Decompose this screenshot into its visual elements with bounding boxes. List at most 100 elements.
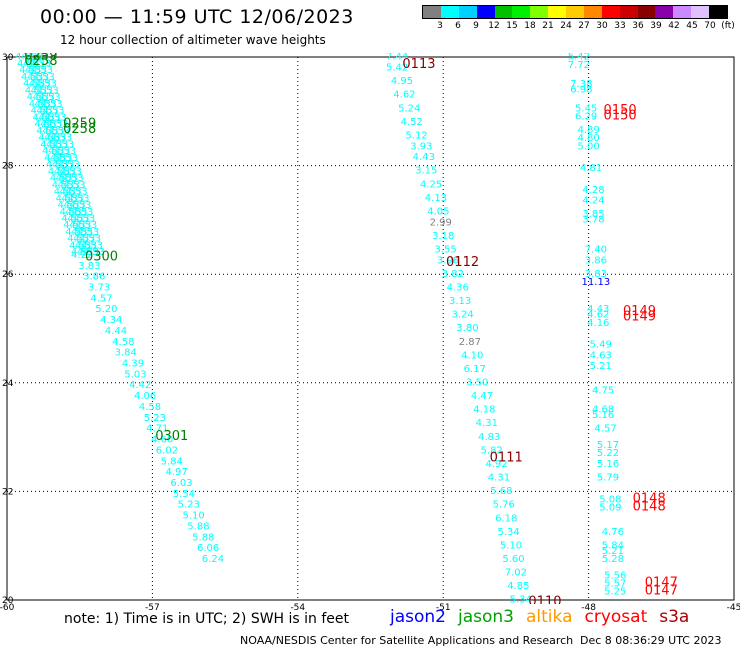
dense-track-label: 4.53: [79, 234, 101, 245]
dense-track-label: 4.53: [15, 52, 37, 63]
swh-value-label: 4.05: [427, 206, 449, 217]
dense-track-label: 4.53: [65, 187, 87, 198]
swh-value-label: 5.45: [575, 103, 597, 114]
colorbar-label: 30: [596, 21, 608, 31]
pass-time-label: 0150: [604, 108, 637, 123]
dense-track-label: 4.53: [56, 173, 78, 184]
dense-track-label: 4.53: [21, 72, 43, 83]
dense-track-label: 4.53: [71, 207, 93, 218]
pass-time-label: 0259: [63, 117, 96, 132]
colorbar-label: 9: [473, 21, 479, 31]
dense-track-label: 4.53: [67, 213, 89, 224]
dense-track-label: 4.53: [27, 72, 49, 83]
swh-value-label: 5.03: [124, 369, 146, 380]
dense-track-label: 4.53: [73, 213, 95, 224]
x-tick-label: -48: [581, 603, 596, 613]
colorbar-swatch: [601, 6, 620, 18]
pass-time-label: 0149: [623, 304, 656, 319]
dense-track-label: 4.53: [23, 79, 45, 90]
swh-value-label: 6.98: [570, 84, 592, 95]
swh-value-label: 4.75: [592, 386, 614, 397]
dense-track-label: 4.53: [54, 187, 76, 198]
dense-track-label: 4.53: [33, 112, 55, 123]
swh-value-label: 4.62: [393, 90, 415, 101]
swh-value-label: 5.20: [95, 304, 117, 315]
colorbar-swatch: [691, 6, 709, 18]
swh-value-label: 4.71: [146, 424, 168, 435]
x-tick-label: -60: [0, 603, 15, 613]
swh-value-label: 3.13: [449, 296, 471, 307]
swh-value-label: 6.03: [170, 478, 192, 489]
swh-value-label: 5.34: [497, 527, 519, 538]
pass-time-label: 0300: [85, 250, 118, 265]
swh-value-label: 4.80: [577, 133, 599, 144]
colorbar-swatch: [709, 6, 727, 18]
dense-track-label: 4.53: [21, 52, 43, 63]
swh-value-label: 3.15: [415, 166, 437, 177]
dense-track-label: 4.53: [50, 153, 72, 164]
dense-track-label: 4.53: [36, 106, 58, 117]
dense-track-label: 4.53: [44, 133, 66, 144]
swh-value-label: 5.82: [481, 445, 503, 456]
dense-track-label: 4.53: [63, 220, 85, 231]
swh-value-label: 5.21: [590, 361, 612, 372]
dense-track-label: 4.53: [81, 240, 103, 251]
dense-track-label: 4.53: [83, 247, 105, 258]
dense-track-label: 4.53: [34, 119, 56, 130]
dense-track-label: 4.53: [54, 166, 76, 177]
swh-value-label: 5.57: [604, 578, 626, 589]
swh-value-label: 3.18: [432, 231, 454, 242]
footer-note: note: 1) Time is in UTC; 2) SWH is in fe…: [64, 611, 350, 627]
y-tick-label: 28: [2, 162, 14, 172]
swh-value-label: 4.28: [582, 185, 604, 196]
pass-time-label: 0111: [490, 451, 523, 466]
dense-track-label: 4.53: [63, 180, 85, 191]
swh-value-label: 4.62: [587, 310, 609, 321]
swh-value-label: 6.29: [575, 111, 597, 122]
swh-value-label: 5.60: [502, 554, 524, 565]
colorbar-swatch: [566, 6, 584, 18]
colorbar-swatch: [673, 6, 692, 18]
colorbar-label: 21: [542, 21, 554, 31]
x-tick-label: -45: [727, 603, 740, 613]
dense-track-label: 4.53: [40, 99, 62, 110]
swh-value-label: 6.18: [495, 513, 517, 524]
swh-value-label: 5.28: [602, 554, 624, 565]
swh-value-label: 4.52: [401, 117, 423, 128]
dense-track-label: 4.53: [58, 200, 80, 211]
swh-value-label: 5.10: [500, 540, 522, 551]
swh-value-label: 4.39: [122, 359, 144, 370]
swh-value-label: 4.16: [587, 318, 609, 329]
chart-subtitle: 12 hour collection of altimeter wave hei…: [60, 33, 326, 47]
swh-value-label: 4.36: [447, 282, 469, 293]
swh-value-label: 5.16: [597, 459, 619, 470]
swh-value-label: 4.58: [139, 402, 161, 413]
dense-track-label: 4.53: [40, 139, 62, 150]
dense-track-label: 4.53: [29, 79, 51, 90]
swh-value-label: 5.23: [144, 413, 166, 424]
swh-value-label: 4.43: [413, 152, 435, 163]
x-tick-label: -54: [290, 603, 305, 613]
dense-track-label: 4.53: [17, 58, 39, 69]
colorbar-label: 24: [560, 21, 572, 31]
colorbar-swatch: [512, 6, 531, 18]
swh-value-label: 5.22: [597, 448, 619, 459]
dense-track-label: 4.53: [38, 112, 60, 123]
dense-track-label: 4.53: [56, 193, 78, 204]
legend-entry-cryosat: cryosat: [584, 607, 648, 627]
colorbar-swatch: [494, 6, 513, 18]
swh-value-label: 3.83: [78, 261, 100, 272]
x-tick-label: -57: [145, 603, 160, 613]
dense-track-label: 4.53: [48, 166, 70, 177]
colorbar-label: 33: [614, 21, 626, 31]
swh-value-label: 3.98: [437, 255, 459, 266]
dense-track-label: 4.53: [73, 234, 95, 245]
pass-time-label: 0149: [623, 309, 656, 324]
swh-value-label: 6.17: [464, 364, 486, 375]
timestamp-text: Dec 8 08:36:29 UTC 2023: [580, 634, 722, 647]
swh-value-label: 7.38: [570, 79, 592, 90]
pass-time-label: 0301: [155, 429, 188, 444]
swh-value-label: 2.87: [459, 337, 481, 348]
swh-value-label: 4.06: [134, 391, 156, 402]
dense-track-label: 4.53: [52, 160, 74, 171]
